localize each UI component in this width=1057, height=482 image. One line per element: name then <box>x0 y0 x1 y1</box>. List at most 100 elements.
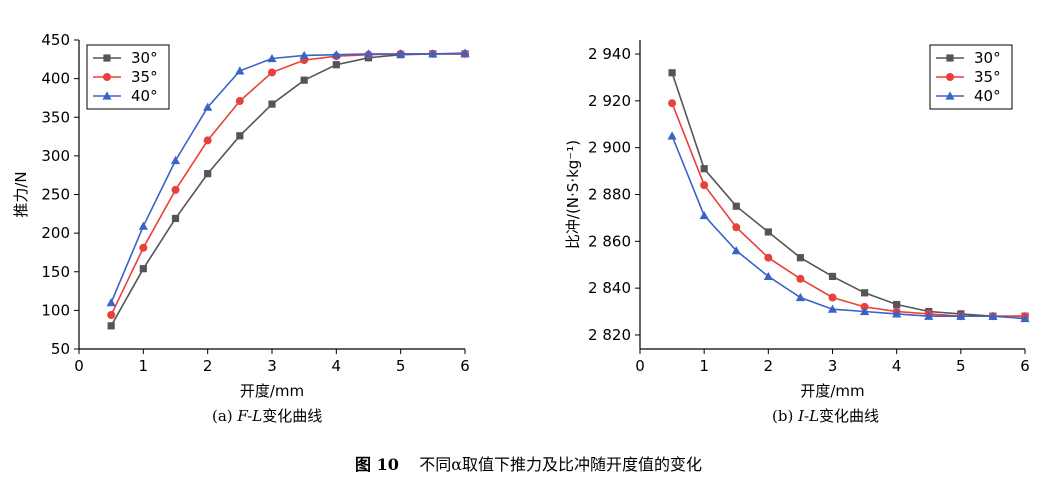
data-point-a <box>299 50 309 60</box>
data-point-a <box>171 214 180 223</box>
legend-label-a: 30° <box>131 49 158 67</box>
y-tick-label-a: 450 <box>41 31 70 49</box>
data-point-a <box>396 49 406 58</box>
data-point-b <box>988 311 998 320</box>
x-axis-label-a: 开度/mm <box>240 382 304 400</box>
data-point-b <box>732 202 740 210</box>
legend-box-b <box>929 44 1013 110</box>
data-point-b <box>828 293 837 302</box>
legend-swatch-marker-b <box>945 91 955 100</box>
data-point-a <box>428 49 438 58</box>
data-point-b <box>892 309 902 318</box>
x-tick-label-b: 1 <box>699 357 709 375</box>
data-point-a <box>268 100 276 108</box>
figure-caption-text: 不同α取值下推力及比冲随开度值的变化 <box>419 455 702 474</box>
data-point-b <box>859 306 870 316</box>
legend-label-b: 30° <box>974 49 1001 67</box>
legend-label-b: 40° <box>974 87 1001 105</box>
data-point-a <box>460 48 470 57</box>
data-point-a <box>267 53 277 63</box>
data-point-a <box>203 136 212 145</box>
x-tick-label-b: 0 <box>635 357 645 375</box>
y-tick-label-a: 100 <box>41 301 70 319</box>
y-tick-label-a: 350 <box>41 108 70 126</box>
data-point-a <box>235 97 244 106</box>
chart-a: 0 1 2 3 4 5 6 50 100 150 200 250 300 350 400 450 开度/mm 推力… <box>12 31 470 400</box>
data-point-a <box>107 311 116 320</box>
series-line-b <box>671 135 1026 320</box>
y-tick-label-b: 2 860 <box>588 232 631 250</box>
data-point-b <box>796 274 805 283</box>
chart-b: 0 1 2 3 4 5 6 2 820 2 840 2 860 2 880 2 900 2 920 2 9… <box>564 40 1030 400</box>
y-tick-label-b: 2 920 <box>588 92 631 110</box>
x-tick-label-a: 6 <box>460 357 470 375</box>
x-tick-label-b: 6 <box>1020 357 1030 375</box>
data-point-b <box>795 292 806 302</box>
x-tick-label-b: 4 <box>892 357 902 375</box>
data-point-b <box>764 228 772 236</box>
figure-caption: 图 10 不同α取值下推力及比冲随开度值的变化 <box>0 451 1057 475</box>
data-point-b <box>956 311 966 320</box>
data-point-a <box>139 265 147 273</box>
y-tick-label-a: 150 <box>41 263 70 281</box>
y-axis-label-b: 比冲/(N·S·kg⁻¹) <box>564 140 582 249</box>
data-point-b <box>668 99 677 108</box>
data-point-b <box>699 210 709 220</box>
data-point-a <box>235 66 245 75</box>
y-tick-label-a: 400 <box>41 70 70 88</box>
data-point-a <box>170 155 181 165</box>
data-point-a <box>300 76 308 84</box>
data-point-b <box>732 223 741 232</box>
subtitle-a-prefix: (a) <box>212 407 238 425</box>
subtitle-b-suffix: 变化曲线 <box>819 407 880 425</box>
data-point-b <box>763 271 773 281</box>
figure-caption-label: 图 10 <box>355 455 399 474</box>
legend-swatch-marker-a <box>103 54 111 62</box>
x-tick-label-a: 2 <box>203 357 213 375</box>
x-tick-label-b: 2 <box>764 357 774 375</box>
data-point-a <box>203 102 213 111</box>
subtitle-a: (a) F-L变化曲线 <box>212 405 322 426</box>
legend-swatch-marker-b <box>946 54 954 62</box>
x-axis-label-b: 开度/mm <box>800 382 864 400</box>
data-point-b <box>700 181 709 190</box>
data-point-a <box>106 298 116 307</box>
x-tick-label-a: 4 <box>332 357 342 375</box>
data-point-b <box>893 300 901 309</box>
x-tick-label-b: 5 <box>956 357 966 375</box>
series-line-b <box>671 72 1025 318</box>
data-point-a <box>331 50 341 59</box>
data-point-a <box>268 68 276 77</box>
data-point-a <box>138 221 148 230</box>
y-tick-label-a: 300 <box>41 147 70 165</box>
data-point-b <box>668 69 676 77</box>
data-point-b <box>924 311 934 320</box>
x-tick-label-a: 1 <box>139 357 149 375</box>
data-point-a <box>204 170 212 178</box>
data-point-b <box>1020 313 1030 323</box>
data-point-b <box>700 165 708 173</box>
data-point-b <box>860 302 869 311</box>
legend-label-a: 40° <box>131 87 158 105</box>
data-point-b <box>827 304 838 313</box>
legend-label-a: 35° <box>131 68 158 86</box>
subtitle-a-suffix: 变化曲线 <box>262 407 323 425</box>
legend-swatch-marker-b <box>946 73 954 81</box>
data-point-a <box>107 322 115 330</box>
data-point-b <box>731 246 741 255</box>
data-point-a <box>332 61 340 69</box>
y-tick-label-a: 200 <box>41 224 70 242</box>
x-tick-label-b: 3 <box>828 357 838 375</box>
subtitle-b: (b) I-L变化曲线 <box>772 405 879 426</box>
x-tick-label-a: 0 <box>74 357 84 375</box>
y-tick-label-b: 2 940 <box>588 45 631 63</box>
subtitle-a-italic: F-L <box>237 407 263 425</box>
y-tick-label-b: 2 840 <box>588 279 631 297</box>
data-point-a <box>236 132 244 140</box>
y-axis-label-a: 推力/N <box>12 171 30 217</box>
legend-swatch-marker-a <box>102 91 112 100</box>
y-tick-label-a: 50 <box>51 340 70 358</box>
subtitle-b-italic: I-L <box>798 407 820 425</box>
y-tick-label-b: 2 900 <box>588 139 631 157</box>
